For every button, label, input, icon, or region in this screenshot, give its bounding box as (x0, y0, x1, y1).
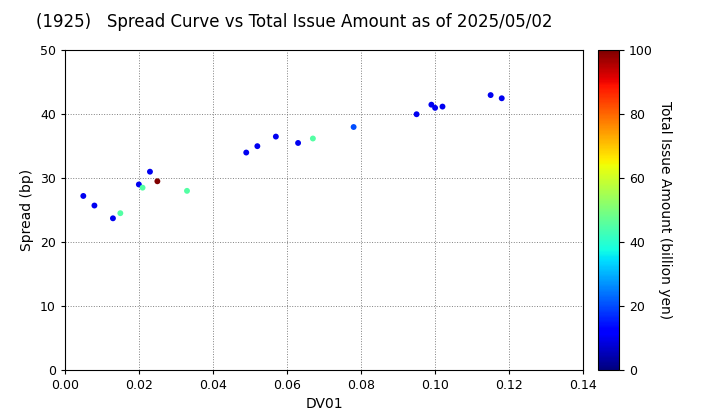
Point (251, 143, 263, 150)
Y-axis label: Spread (bp): Spread (bp) (20, 169, 35, 251)
Point (89, 202, 100, 209)
Point (137, 184, 148, 191)
Text: (1925)   Spread Curve vs Total Issue Amount as of 2025/05/02: (1925) Spread Curve vs Total Issue Amoun… (36, 13, 552, 31)
Point (240, 149, 252, 156)
Point (292, 139, 304, 146)
Y-axis label: Total Issue Amount (billion yen): Total Issue Amount (billion yen) (658, 101, 672, 319)
Point (429, 105, 441, 111)
Point (437, 103, 449, 110)
Point (496, 95, 508, 102)
Point (152, 178, 163, 185)
Point (181, 187, 193, 194)
Point (114, 210, 126, 217)
Point (485, 92, 496, 98)
Point (270, 133, 282, 140)
Point (348, 123, 359, 130)
Point (133, 181, 145, 188)
Point (307, 135, 319, 142)
Point (426, 101, 437, 108)
Point (78, 193, 89, 199)
Point (107, 215, 119, 222)
Point (144, 168, 156, 175)
X-axis label: DV01: DV01 (305, 397, 343, 411)
Point (411, 111, 423, 118)
